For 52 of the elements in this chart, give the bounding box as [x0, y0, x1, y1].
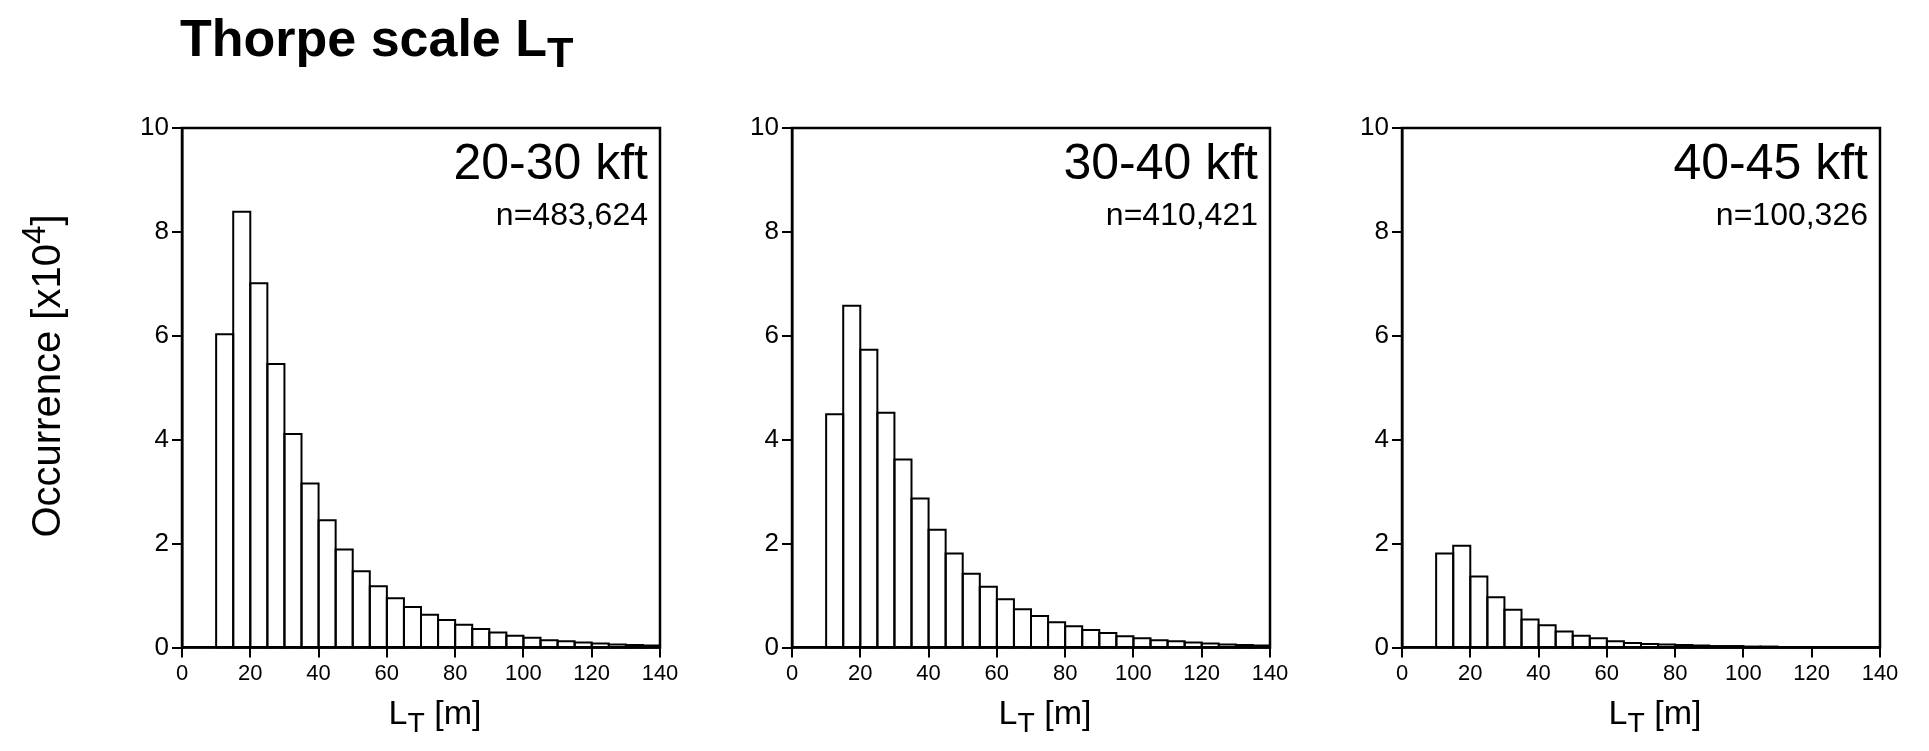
x-tick-label: 100: [1725, 659, 1762, 685]
x-tick-label: 120: [1183, 659, 1221, 685]
x-tick-label: 20: [1458, 659, 1483, 685]
x-tick-label: 0: [1395, 659, 1409, 685]
x-tick-label: 20: [238, 659, 263, 685]
x-tick-label: 40: [1526, 659, 1551, 685]
x-tick-label: 0: [175, 659, 189, 685]
y-tick-label: 6: [764, 319, 779, 350]
y-tick-label: 0: [1374, 630, 1389, 661]
annotation: n=483,624: [495, 195, 648, 232]
annotation: 30-40 kft: [1063, 133, 1259, 190]
annotation: n=100,326: [1715, 195, 1868, 232]
x-tick-label: 60: [984, 659, 1010, 685]
y-tick-label: 4: [154, 422, 169, 453]
y-tick-label: 4: [1374, 422, 1389, 453]
x-tick-label: 40: [916, 659, 941, 685]
y-tick-label: 2: [764, 526, 779, 557]
x-tick-label: 20: [848, 659, 873, 685]
y-tick-label: 6: [154, 319, 169, 350]
y-tick-label: 4: [764, 422, 779, 453]
x-axis-title: L$_{T}$ [m]: [1607, 692, 1703, 740]
x-tick-label: 100: [505, 659, 542, 685]
x-tick-label: 100: [1115, 659, 1152, 685]
x-tick-label: 40: [306, 659, 331, 685]
y-tick-label: 6: [1374, 319, 1389, 350]
x-tick-label: 140: [1861, 659, 1899, 685]
annotation: n=410,421: [1105, 195, 1258, 232]
x-tick-label: 80: [1662, 659, 1688, 685]
x-tick-label: 120: [573, 659, 611, 685]
y-tick-label: 10: [1360, 111, 1389, 142]
y-tick-label: 2: [154, 526, 169, 557]
y-tick-label: 8: [764, 215, 779, 246]
annotation: 40-45 kft: [1673, 133, 1869, 190]
y-tick-label: 0: [154, 630, 169, 661]
x-tick-label: 120: [1793, 659, 1831, 685]
y-tick-label: 8: [1374, 215, 1389, 246]
x-tick-label: 140: [1251, 659, 1289, 685]
x-tick-label: 60: [374, 659, 400, 685]
annotation: 20-30 kft: [453, 133, 649, 190]
y-tick-label: 10: [140, 111, 169, 142]
x-axis-title: L$_{T}$ [m]: [997, 692, 1093, 740]
chart-title: Thorpe scale L$_{T}$: [180, 8, 574, 78]
x-tick-label: 80: [442, 659, 468, 685]
x-tick-label: 0: [785, 659, 799, 685]
x-tick-label: 60: [1594, 659, 1620, 685]
x-axis-title: L$_{T}$ [m]: [387, 692, 483, 740]
x-tick-label: 80: [1052, 659, 1078, 685]
y-tick-label: 8: [154, 215, 169, 246]
x-tick-label: 140: [641, 659, 679, 685]
y-tick-label: 0: [764, 630, 779, 661]
y-tick-label: 2: [1374, 526, 1389, 557]
y-tick-label: 10: [750, 111, 779, 142]
